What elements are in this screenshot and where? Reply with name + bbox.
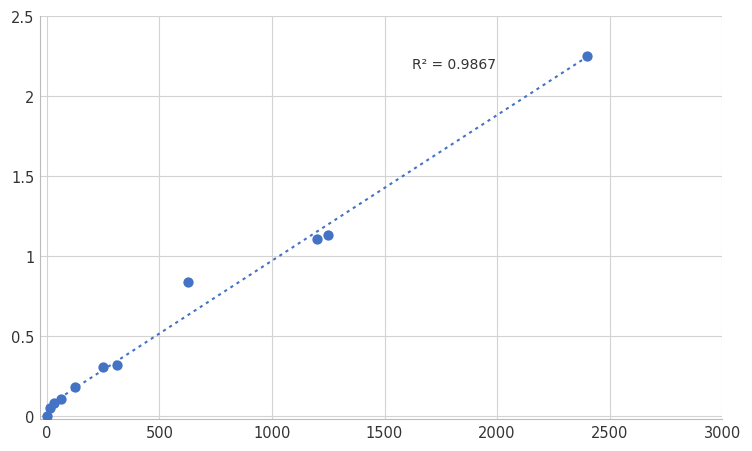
Point bbox=[55, 395, 67, 402]
Point bbox=[97, 363, 109, 370]
Point bbox=[48, 400, 60, 407]
Point bbox=[181, 278, 193, 285]
Point bbox=[581, 53, 593, 60]
Point bbox=[111, 362, 123, 369]
Point bbox=[322, 232, 334, 239]
Text: R² = 0.9867: R² = 0.9867 bbox=[411, 58, 496, 72]
Point bbox=[41, 413, 53, 420]
Point bbox=[311, 235, 323, 243]
Point bbox=[69, 384, 81, 391]
Point bbox=[44, 405, 56, 412]
